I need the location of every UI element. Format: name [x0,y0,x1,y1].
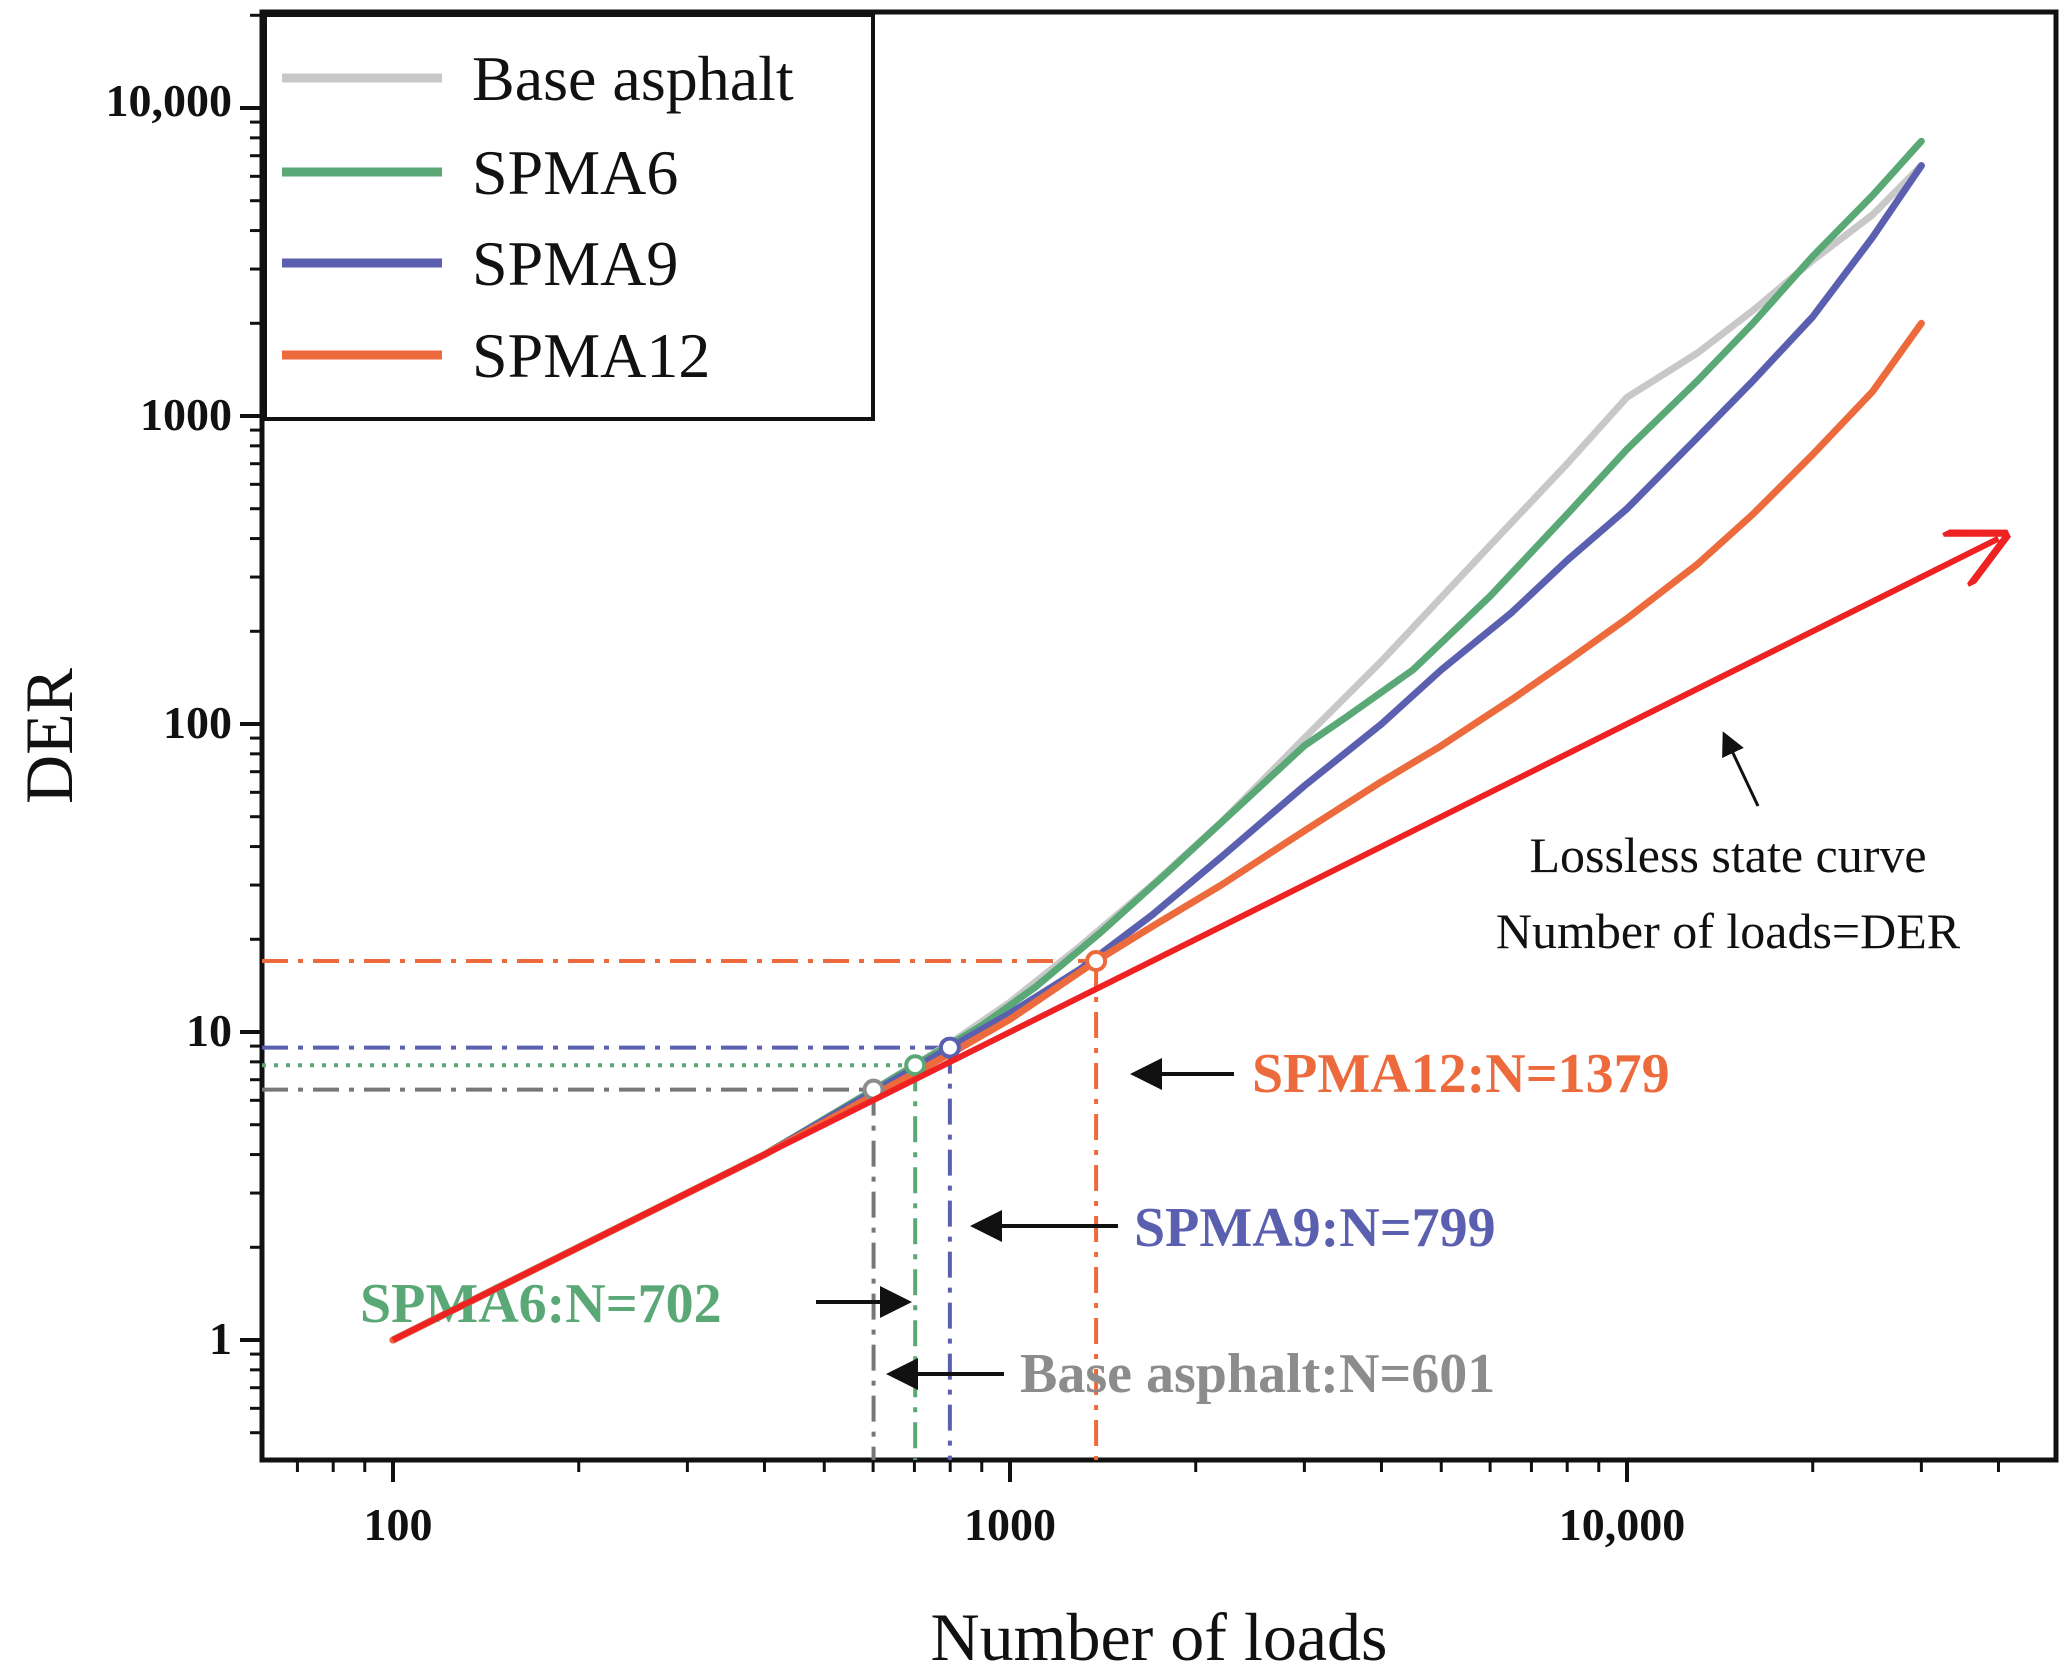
plot-frame [259,9,2059,1463]
y-tick-label-10000: 10,000 [106,75,233,126]
x-tick-label-1000: 1000 [964,1499,1056,1550]
lossless-state-line [391,539,1998,1343]
legend-label-spma9: SPMA9 [472,228,678,299]
lossless-annotation-line2: Number of loads=DER [1496,903,1961,959]
y-tick-label-1000: 1000 [140,389,232,440]
y-tick-label-1: 1 [209,1313,232,1364]
legend: Base asphalt SPMA6 SPMA9 SPMA12 [263,13,875,421]
y-tick-label-100: 100 [163,697,232,748]
critical-point-spma6 [904,1054,927,1077]
label-spma9-critical: SPMA9:N=799 [1134,1197,1496,1259]
x-tick-label-10000: 10,000 [1559,1499,1686,1550]
legend-label-spma6: SPMA6 [472,137,678,208]
critical-points [862,950,1108,1101]
lossless-annotation-arrow [1722,731,1760,807]
x-axis-title: Number of loads [930,1599,1387,1673]
label-base-asphalt-critical: Base asphalt:N=601 [1020,1343,1495,1405]
lossless-annotation-line1: Lossless state curve [1529,827,1926,883]
critical-reference-lines [262,959,1099,1460]
label-spma6-critical: SPMA6:N=702 [360,1273,722,1335]
y-tick-label-10: 10 [186,1005,232,1056]
legend-label-spma12: SPMA12 [472,320,710,391]
x-tick-label-100: 100 [364,1499,433,1550]
label-spma12-critical: SPMA12:N=1379 [1252,1043,1670,1105]
critical-point-spma12 [1085,950,1108,973]
critical-point-spma9 [938,1036,961,1059]
y-axis-title: DER [11,667,87,804]
legend-label-base-asphalt: Base asphalt [472,43,794,114]
axis-ticks [240,13,2000,1482]
